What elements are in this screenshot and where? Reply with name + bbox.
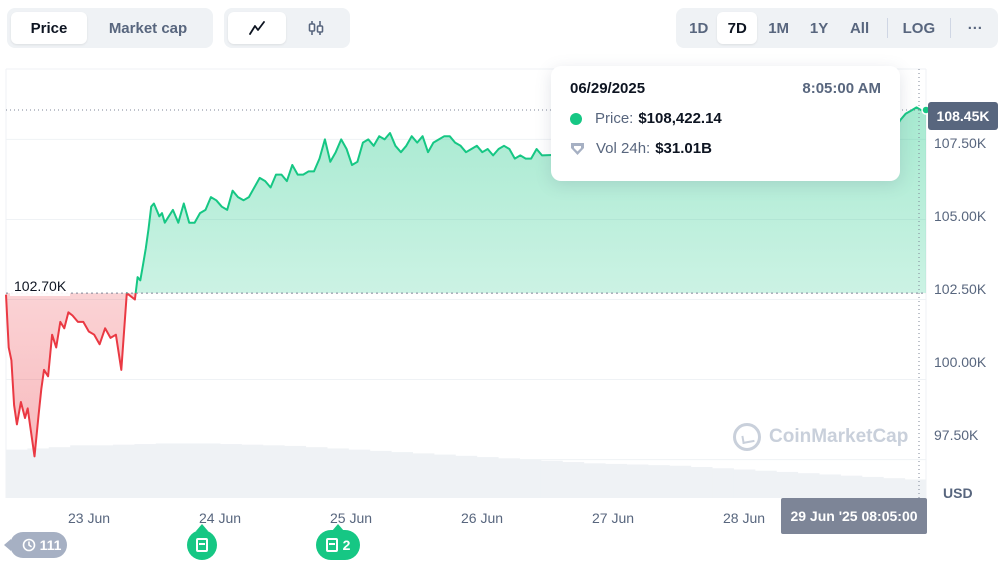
volume-bar [797,473,820,498]
tooltip-price-label: Price: [595,110,634,127]
start-price-label: 102.70K [10,276,71,296]
event-count: 2 [342,537,351,553]
volume-bar [391,452,414,498]
range-1m[interactable]: 1M [768,19,790,37]
range-divider [887,18,889,38]
volume-bar [48,447,71,498]
volume-bar [669,465,692,498]
volume-bar [455,455,478,498]
coinmarketcap-logo-icon [733,423,761,451]
volume-bar [262,445,285,498]
volume-bar [369,450,392,498]
tooltip-volume-label: Vol 24h: [596,140,651,157]
volume-bar [733,469,756,498]
volume-bar [605,463,627,498]
volume-bar [198,443,221,498]
volume-bar [776,471,799,498]
volume-bar [754,470,777,498]
volume-bar [70,445,93,498]
volume-bar [626,464,649,498]
line-chart-icon [249,21,265,35]
volume-bar [904,479,927,498]
watermark: CoinMarketCap [733,423,908,451]
document-icon [325,538,338,552]
volume-bar [861,476,884,498]
y-tick-105000: 105.00K [934,208,987,224]
volume-bar [690,467,713,498]
volume-bar [241,444,264,498]
volume-bar [177,443,200,498]
range-1y[interactable]: 1Y [809,19,829,37]
y-tick-100000: 100.00K [934,354,987,370]
y-tick-97500: 97.50K [934,427,979,443]
chart-style-toggle [224,8,350,48]
volume-bar [91,445,114,498]
volume-bar [112,444,135,498]
volume-bar [562,462,585,498]
range-7d[interactable]: 7D [717,12,757,44]
y-tick-102500: 102.50K [934,281,987,297]
document-icon [196,538,208,552]
watermark-text: CoinMarketCap [769,426,909,447]
volume-bar [219,444,242,498]
volume-bar [519,459,542,498]
volume-bar [540,460,563,498]
price-marketcap-toggle: Price Market cap [7,8,213,48]
volume-bar [840,475,863,498]
x-tick-23-jun: 23 Jun [67,510,111,526]
event-badge-24-jun[interactable] [187,524,217,560]
volume-bar [6,449,28,498]
x-tick-27-jun: 27 Jun [591,510,635,526]
volume-bar [819,474,841,498]
volume-bar [155,443,178,498]
tooltip-date: 06/29/2025 [570,80,646,97]
candlestick-icon [308,21,324,35]
crosshair-date-tag: 29 Jun '25 08:05:00 [781,498,927,534]
x-tick-28-jun: 28 Jun [722,510,766,526]
y-tick-107500: 107.50K [934,135,987,151]
volume-bar [712,468,734,498]
price-dot-icon [570,112,582,125]
history-count: 111 [39,537,62,553]
volume-bar [348,449,371,498]
volume-bar [583,463,606,498]
history-icon [22,538,35,552]
volume-bar [883,478,906,498]
tooltip-volume-value: $31.01B [655,140,712,157]
volume-bar [647,465,670,498]
currency-label: USD [943,485,973,501]
price-tooltip: 06/29/2025 8:05:00 AM Price: $108,422.14… [551,66,900,181]
range-1d[interactable]: 1D [689,19,709,37]
price-tab[interactable]: Price [11,12,87,44]
volume-bar [27,448,50,498]
volume-bar [284,445,307,498]
volume-bar [433,454,456,498]
range-all[interactable]: All [849,19,870,37]
history-badge[interactable]: 111 [4,532,67,558]
price-line-up [125,106,927,294]
range-selector: 1D 7D 1M 1Y All LOG ··· [676,8,998,48]
volume-icon [571,142,584,155]
x-tick-25-jun: 25 Jun [329,510,373,526]
volume-bar [326,448,349,498]
market-cap-tab[interactable]: Market cap [108,19,188,37]
tooltip-time: 8:05:00 AM [802,80,881,97]
current-price-tag: 108.45K [928,102,998,130]
more-options-button[interactable]: ··· [967,19,983,37]
volume-bar [498,458,520,498]
log-scale-button[interactable]: LOG [902,19,936,37]
volume-bar [305,447,328,498]
price-line-down [5,293,137,458]
volume-bar [476,457,499,498]
tooltip-price-value: $108,422.14 [638,110,722,127]
x-tick-26-jun: 26 Jun [460,510,504,526]
line-chart-button[interactable] [228,12,286,44]
event-badge-25-jun[interactable]: 2 [316,524,360,560]
x-tick-24-jun: 24 Jun [198,510,242,526]
volume-bar [134,444,157,498]
candlestick-button[interactable] [286,12,346,44]
more-divider [949,18,951,38]
volume-bar [412,453,435,498]
